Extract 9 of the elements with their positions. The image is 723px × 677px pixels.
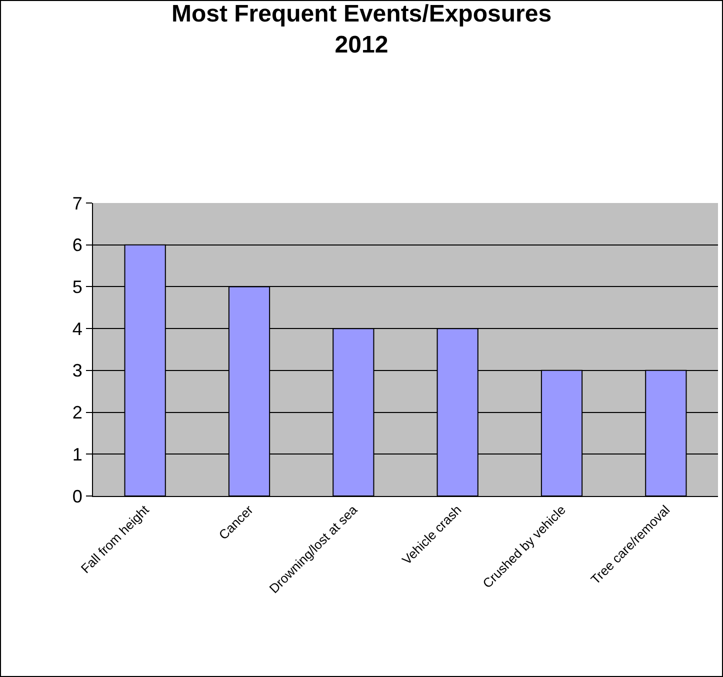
y-tick-label: 3 [72,360,82,381]
y-tick-label: 4 [72,318,82,339]
y-tick-label: 6 [72,235,82,256]
y-tick-label: 0 [72,486,82,506]
y-tick-label: 5 [72,277,82,298]
y-tick-label: 1 [72,444,82,464]
y-tick-label: 7 [72,193,82,214]
chart-title: Most Frequent Events/Exposures 2012 [171,0,552,58]
y-tick-label: 2 [72,402,82,423]
